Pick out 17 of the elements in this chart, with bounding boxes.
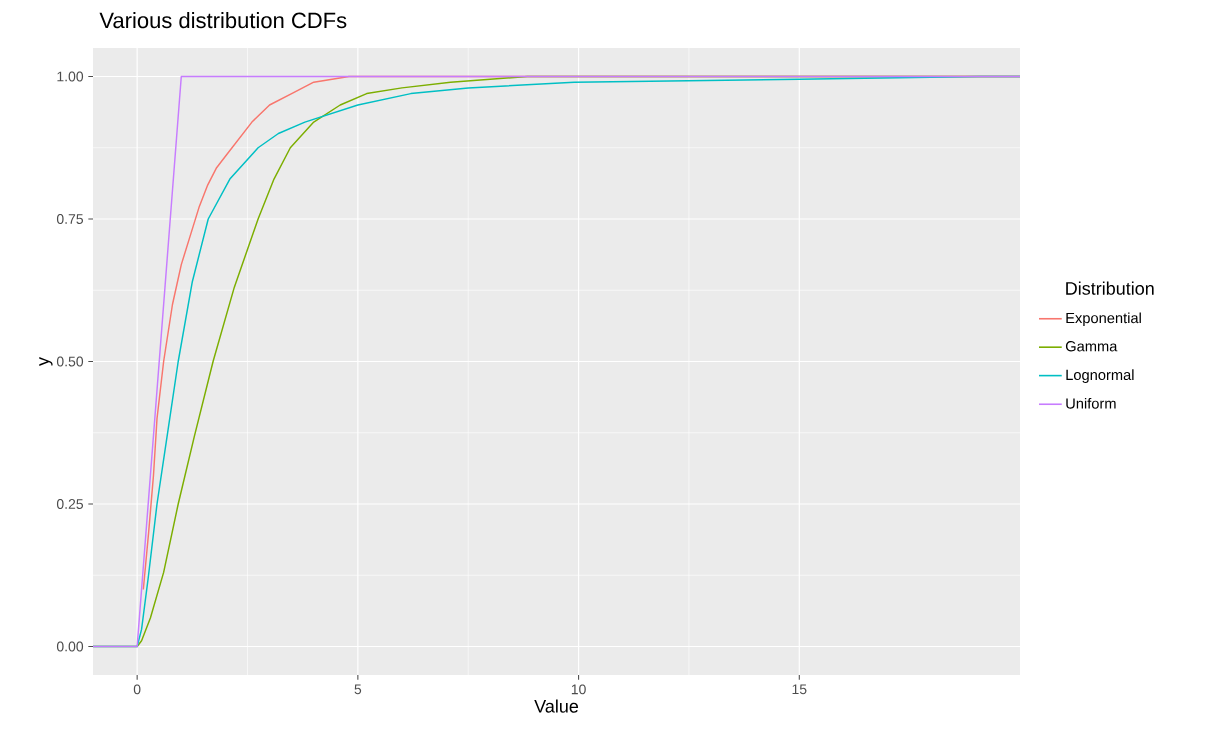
y-axis-title: y: [39, 357, 53, 366]
legend-label: Gamma: [1065, 341, 1118, 352]
legend-label: Lognormal: [1066, 369, 1134, 383]
y-tick-label: 1.00: [57, 71, 84, 82]
x-tick-label: 5: [354, 684, 362, 695]
x-tick-label: 15: [792, 684, 807, 695]
y-tick-label: 0.00: [56, 641, 84, 652]
y-tick-label: 0.75: [56, 214, 84, 224]
legend-label: Uniform: [1066, 397, 1116, 409]
chart-title: Various distribution CDFs: [99, 12, 347, 29]
x-axis-title: Value: [534, 699, 579, 713]
legend-title: Distribution: [1066, 281, 1154, 295]
x-tick-label: 10: [571, 684, 586, 695]
x-tick-label: 0: [133, 684, 141, 695]
y-tick-label: 0.50: [56, 356, 84, 367]
y-tick-label: 0.25: [56, 499, 84, 509]
legend-label: Exponential: [1066, 312, 1141, 327]
